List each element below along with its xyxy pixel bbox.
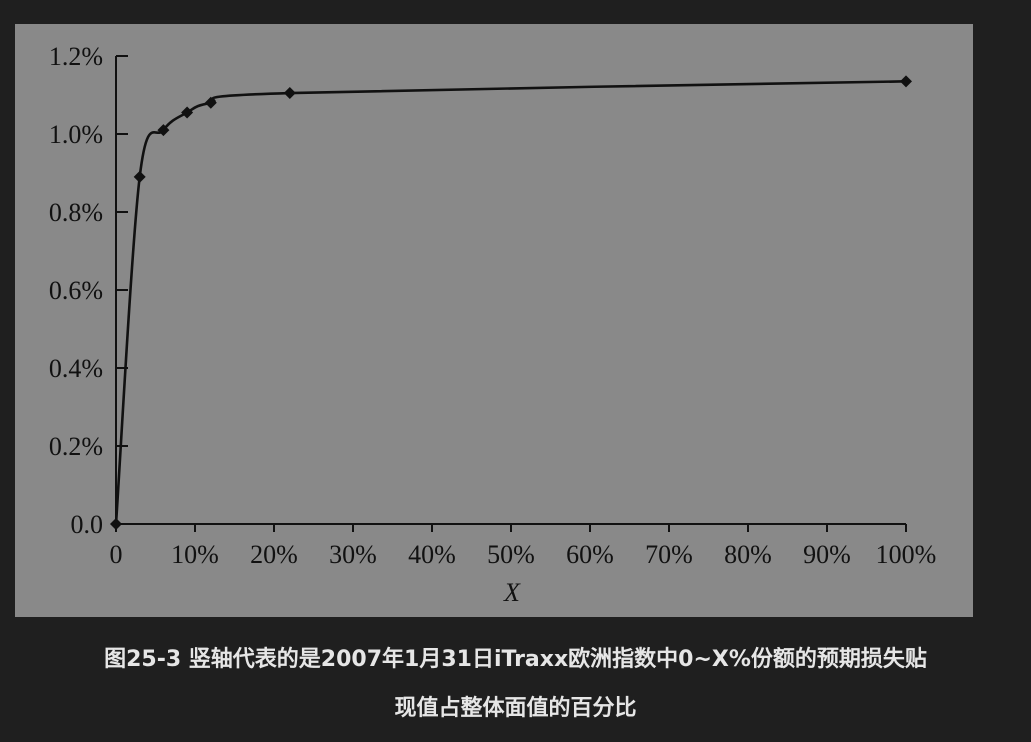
data-point-marker bbox=[204, 96, 217, 109]
line-chart: 0 10% 20% 30% 40% 50% 60% 70% 80% 90% 100% 0.0 0.2% 0… bbox=[49, 42, 937, 607]
x-tick-label: 90% bbox=[803, 540, 851, 569]
x-axis-title: X bbox=[503, 578, 521, 607]
series-layer bbox=[110, 75, 912, 530]
x-tick-label: 50% bbox=[487, 540, 535, 569]
y-tick-label: 0.0 bbox=[71, 510, 104, 539]
x-tick-label: 60% bbox=[566, 540, 614, 569]
data-point-marker bbox=[110, 518, 122, 530]
y-tick-label: 0.6% bbox=[49, 276, 103, 305]
x-tick-label: 0 bbox=[110, 540, 123, 569]
data-point-marker bbox=[283, 87, 296, 100]
series-line bbox=[114, 80, 907, 525]
data-point-marker bbox=[900, 75, 912, 88]
x-tick-label: 80% bbox=[724, 540, 772, 569]
y-tick-label: 1.0% bbox=[49, 120, 103, 149]
x-tick-label: 40% bbox=[408, 540, 456, 569]
data-point-marker bbox=[157, 124, 170, 137]
figure-caption-line2: 现值占整体面值的百分比 bbox=[394, 696, 637, 721]
x-tick-label: 100% bbox=[876, 540, 937, 569]
y-tick-label: 0.4% bbox=[49, 354, 103, 383]
x-tick-label: 70% bbox=[645, 540, 693, 569]
y-tick-label: 1.2% bbox=[49, 42, 103, 71]
chart-axes bbox=[115, 55, 907, 532]
y-tick-label: 0.2% bbox=[49, 432, 103, 461]
x-tick-label: 10% bbox=[171, 540, 219, 569]
tick-labels: 0 10% 20% 30% 40% 50% 60% 70% 80% 90% 100% 0.0 0.2% 0… bbox=[49, 42, 937, 569]
x-tick-label: 20% bbox=[250, 540, 298, 569]
figure-caption-line1: 图25-3 竖轴代表的是2007年1月31日iTraxx欧洲指数中0~X%份额的… bbox=[104, 647, 927, 672]
data-point-marker bbox=[181, 106, 194, 119]
data-point-marker bbox=[133, 170, 146, 183]
x-tick-label: 30% bbox=[329, 540, 377, 569]
y-tick-label: 0.8% bbox=[49, 198, 103, 227]
chart-panel: 0 10% 20% 30% 40% 50% 60% 70% 80% 90% 100% 0.0 0.2% 0… bbox=[15, 24, 973, 617]
